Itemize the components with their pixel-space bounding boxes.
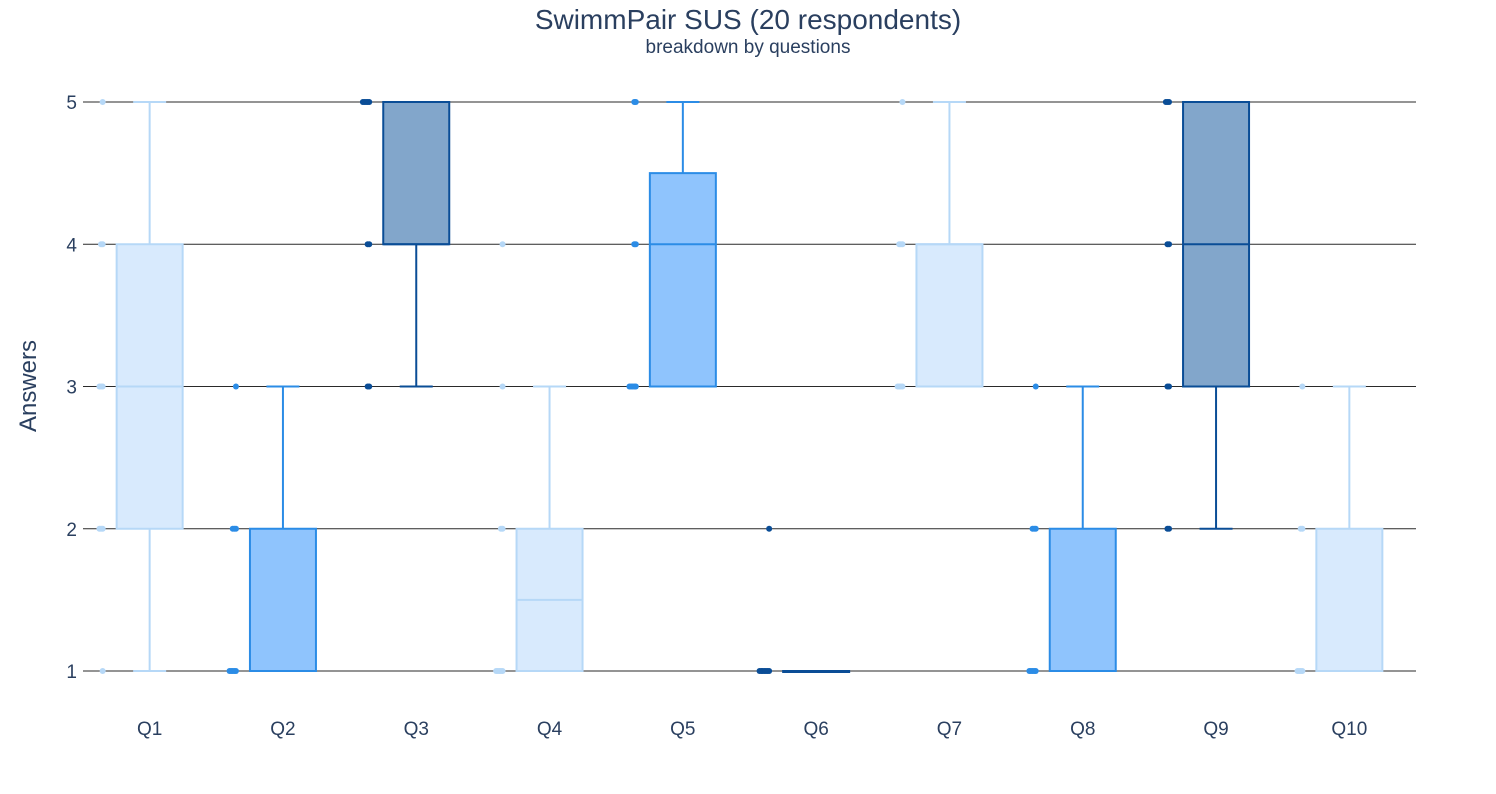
- data-point: [631, 241, 638, 248]
- data-point: [497, 525, 504, 532]
- data-point: [1029, 525, 1036, 532]
- box-q1: [96, 99, 184, 674]
- boxes: [96, 99, 1384, 674]
- data-point: [96, 525, 103, 532]
- y-tick-label: 5: [66, 93, 77, 114]
- box-body: [1315, 527, 1384, 672]
- box-body: [248, 527, 317, 672]
- box-body: [648, 172, 717, 388]
- data-point: [98, 241, 105, 248]
- box-body: [382, 101, 451, 246]
- data-point: [896, 241, 903, 248]
- data-point: [99, 99, 106, 105]
- x-tick-label: Q4: [537, 719, 563, 740]
- x-tick-label: Q2: [270, 719, 295, 740]
- data-point: [756, 668, 763, 674]
- box-body: [1048, 527, 1117, 672]
- x-tick-label: Q10: [1331, 719, 1367, 740]
- data-point: [1299, 383, 1306, 390]
- data-point: [626, 383, 633, 390]
- y-tick-label: 1: [66, 662, 77, 683]
- data-point: [1164, 525, 1171, 532]
- data-point: [1294, 668, 1301, 674]
- y-axis-title: Answers: [15, 340, 42, 432]
- x-tick-label: Q3: [404, 719, 429, 740]
- y-axis-ticks: 1 2 3 4 5: [66, 93, 77, 683]
- box-q9: [1162, 99, 1251, 532]
- data-point: [899, 99, 906, 105]
- data-point: [499, 241, 506, 248]
- box-q7: [894, 99, 984, 390]
- y-tick-label: 4: [66, 235, 77, 256]
- x-axis-ticks: Q1 Q2 Q3 Q4 Q5 Q6 Q7 Q8 Q9 Q10: [137, 719, 1367, 740]
- data-point: [1297, 525, 1304, 532]
- data-point: [766, 525, 773, 532]
- data-point: [229, 525, 236, 532]
- data-point: [1164, 383, 1171, 390]
- y-tick-label: 3: [66, 378, 77, 399]
- data-point: [364, 383, 371, 390]
- box-q4: [493, 241, 584, 674]
- box-q5: [626, 99, 717, 390]
- data-point: [1026, 668, 1033, 674]
- chart-subtitle: breakdown by questions: [645, 37, 851, 58]
- box-q2: [226, 383, 317, 674]
- x-tick-label: Q5: [670, 719, 695, 740]
- data-point: [232, 383, 239, 390]
- data-point: [493, 668, 500, 674]
- data-point: [1164, 241, 1171, 248]
- x-tick-label: Q7: [937, 719, 962, 740]
- data-point: [96, 383, 103, 390]
- data-point: [499, 383, 506, 390]
- x-tick-label: Q6: [803, 719, 828, 740]
- box-q6: [756, 525, 851, 674]
- data-point: [894, 383, 901, 390]
- data-point: [226, 668, 233, 674]
- box-q3: [359, 99, 451, 390]
- box-q8: [1026, 383, 1117, 674]
- chart-title: SwimmPair SUS (20 respondents): [534, 4, 962, 35]
- data-point: [1032, 383, 1039, 390]
- data-point: [631, 99, 638, 105]
- y-tick-label: 2: [66, 520, 77, 541]
- box-q10: [1294, 383, 1384, 674]
- x-tick-label: Q9: [1203, 719, 1228, 740]
- box-body: [915, 243, 984, 388]
- data-point: [359, 99, 366, 105]
- data-point: [99, 668, 106, 674]
- x-tick-label: Q1: [137, 719, 162, 740]
- x-tick-label: Q8: [1070, 719, 1095, 740]
- data-point: [364, 241, 371, 248]
- data-point: [1162, 99, 1169, 105]
